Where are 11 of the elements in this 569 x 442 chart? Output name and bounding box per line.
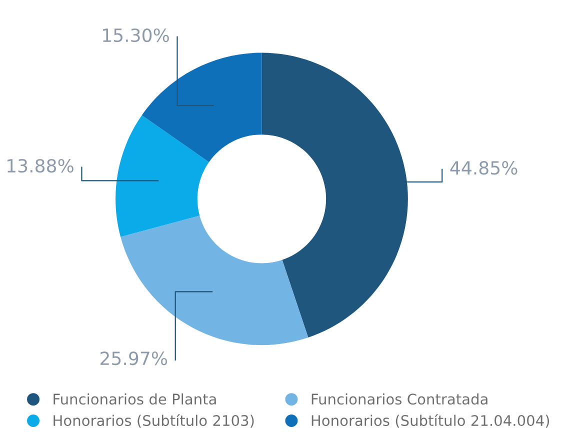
data-label: 13.88% xyxy=(8,158,74,173)
legend-label: Honorarios (Subtítulo 2103) xyxy=(54,414,254,428)
donut-slice xyxy=(142,52,262,162)
donut-slice xyxy=(116,115,209,237)
donut-slice xyxy=(120,216,308,346)
data-label: 44.85% xyxy=(450,161,518,175)
legend-label: Funcionarios Contratada xyxy=(312,393,488,405)
data-label: 25.97% xyxy=(100,352,168,366)
data-label: 15.30% xyxy=(103,28,169,42)
legend-label: Honorarios (Subtítulo 21.04.004) xyxy=(312,414,550,428)
legend-label: Funcionarios de Planta xyxy=(54,393,216,405)
